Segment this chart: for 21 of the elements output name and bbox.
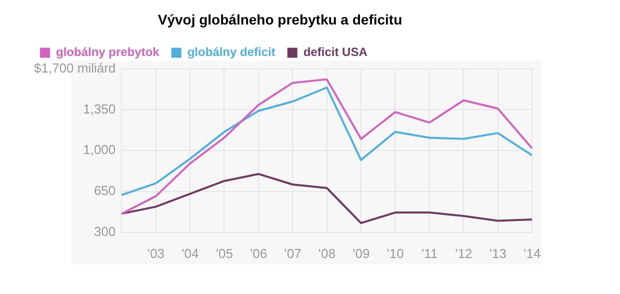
x-tick-label: ’12	[454, 246, 472, 261]
x-tick-label: ’05	[216, 246, 233, 261]
x-tick-label: ’07	[284, 246, 302, 261]
y-tick-label: 1,000	[83, 142, 116, 158]
x-tick-label: ’03	[147, 246, 165, 261]
y-tick-label: $1,700 miliárd	[34, 60, 116, 76]
x-tick-label: ’10	[386, 246, 404, 261]
x-tick-label: ’14	[523, 246, 541, 261]
legend-label: deficit USA	[303, 45, 368, 60]
y-tick-label: 300	[94, 224, 116, 239]
chart-title: Vývoj globálneho prebytku a deficitu	[158, 11, 402, 28]
y-tick-label: 1,350	[83, 101, 116, 116]
legend-label: globálny deficit	[187, 45, 276, 60]
x-tick-label: ’04	[181, 246, 199, 261]
x-tick-label: ’09	[352, 246, 370, 261]
x-tick-label: ’11	[421, 246, 438, 261]
y-tick-label: 650	[94, 183, 116, 198]
legend-label: globálny prebytok	[56, 45, 160, 60]
x-tick-label: ’06	[250, 246, 268, 261]
x-tick-label: ’08	[318, 246, 336, 261]
x-tick-label: ’13	[489, 246, 506, 261]
